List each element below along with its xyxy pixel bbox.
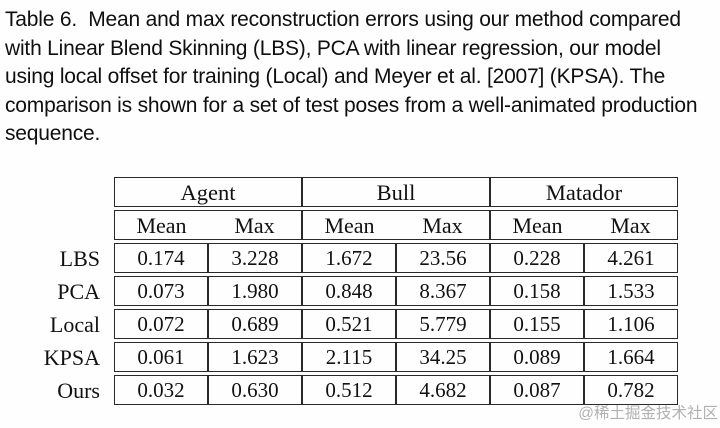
cell-pca-bull-max: 8.367 [396, 276, 490, 306]
cell-lbs-bull-mean: 1.672 [302, 243, 396, 273]
row-label-kpsa: KPSA [43, 344, 100, 370]
caption-line-2: with Linear Blend Skinning (LBS), PCA wi… [5, 36, 661, 60]
corner-spacer [1, 177, 114, 207]
cell-kpsa-agent-mean: 0.061 [114, 342, 208, 372]
column-group-agent: Agent [114, 177, 302, 207]
cell-kpsa-bull-mean: 2.115 [302, 342, 396, 372]
subheader-bull-max-label: Max [422, 212, 463, 238]
results-table: Agent Bull Matador Mean Max Mean Max [1, 174, 678, 408]
cell-ours-matador-max: 0.782 [584, 375, 678, 405]
cell-local-agent-max: 0.689 [208, 309, 302, 339]
cell-pca-matador-max: 1.533 [584, 276, 678, 306]
row-label-ours: Ours [57, 377, 100, 403]
cell-kpsa-matador-mean: 0.089 [490, 342, 584, 372]
subheader-matador: Mean Max [490, 210, 678, 240]
cell-ours-bull-mean: 0.512 [302, 375, 396, 405]
subheader-bull-mean-label: Mean [324, 212, 375, 238]
caption-line-3: using local offset for training (Local) … [5, 65, 666, 88]
subheader-bull: Mean Max [302, 210, 490, 240]
cell-lbs-agent-mean: 0.174 [114, 243, 208, 273]
corner-spacer [1, 210, 114, 240]
cell-pca-matador-mean: 0.158 [490, 276, 584, 306]
row-label-lbs: LBS [59, 245, 100, 271]
cell-kpsa-agent-max: 1.623 [208, 342, 302, 372]
table-row-ours: Ours 0.032 0.630 0.512 4.682 0.087 0.782 [1, 375, 678, 405]
cell-lbs-matador-max: 4.261 [584, 243, 678, 273]
caption-line-4: comparison is shown for a set of test po… [5, 93, 698, 117]
table-row-pca: PCA 0.073 1.980 0.848 8.367 0.158 1.533 [1, 276, 678, 306]
cell-ours-matador-mean: 0.087 [490, 375, 584, 405]
column-group-matador: Matador [490, 177, 678, 207]
subheader-agent: Mean Max [114, 210, 302, 240]
subheader-matador-max-label: Max [610, 212, 651, 238]
cell-pca-bull-mean: 0.848 [302, 276, 396, 306]
column-group-bull: Bull [302, 177, 490, 207]
cell-local-agent-mean: 0.072 [114, 309, 208, 339]
header-row-groups: Agent Bull Matador [1, 177, 678, 207]
header-row-subcolumns: Mean Max Mean Max Mean Max [1, 210, 678, 240]
cell-pca-agent-max: 1.980 [208, 276, 302, 306]
cell-ours-bull-max: 4.682 [396, 375, 490, 405]
cell-lbs-bull-max: 23.56 [396, 243, 490, 273]
cell-pca-agent-mean: 0.073 [114, 276, 208, 306]
cell-local-bull-max: 5.779 [396, 309, 490, 339]
subheader-agent-mean-label: Mean [136, 212, 187, 238]
caption-line-1: Table 6. Mean and max reconstruction err… [5, 8, 681, 31]
caption-line-5: sequence. [5, 122, 101, 145]
table-caption: Table 6. Mean and max reconstruction err… [5, 6, 720, 149]
cell-lbs-matador-mean: 0.228 [490, 243, 584, 273]
cell-local-bull-mean: 0.521 [302, 309, 396, 339]
cell-ours-agent-max: 0.630 [208, 375, 302, 405]
cell-local-matador-max: 1.106 [584, 309, 678, 339]
subheader-agent-max-label: Max [234, 212, 275, 238]
cell-kpsa-matador-max: 1.664 [584, 342, 678, 372]
cell-local-matador-mean: 0.155 [490, 309, 584, 339]
cell-kpsa-bull-max: 34.25 [396, 342, 490, 372]
subheader-matador-mean-label: Mean [512, 212, 563, 238]
row-label-local: Local [49, 311, 100, 337]
table-row-kpsa: KPSA 0.061 1.623 2.115 34.25 0.089 1.664 [1, 342, 678, 372]
cell-ours-agent-mean: 0.032 [114, 375, 208, 405]
table-row-lbs: LBS 0.174 3.228 1.672 23.56 0.228 4.261 [1, 243, 678, 273]
row-label-pca: PCA [57, 278, 100, 304]
cell-lbs-agent-max: 3.228 [208, 243, 302, 273]
table-row-local: Local 0.072 0.689 0.521 5.779 0.155 1.10… [1, 309, 678, 339]
